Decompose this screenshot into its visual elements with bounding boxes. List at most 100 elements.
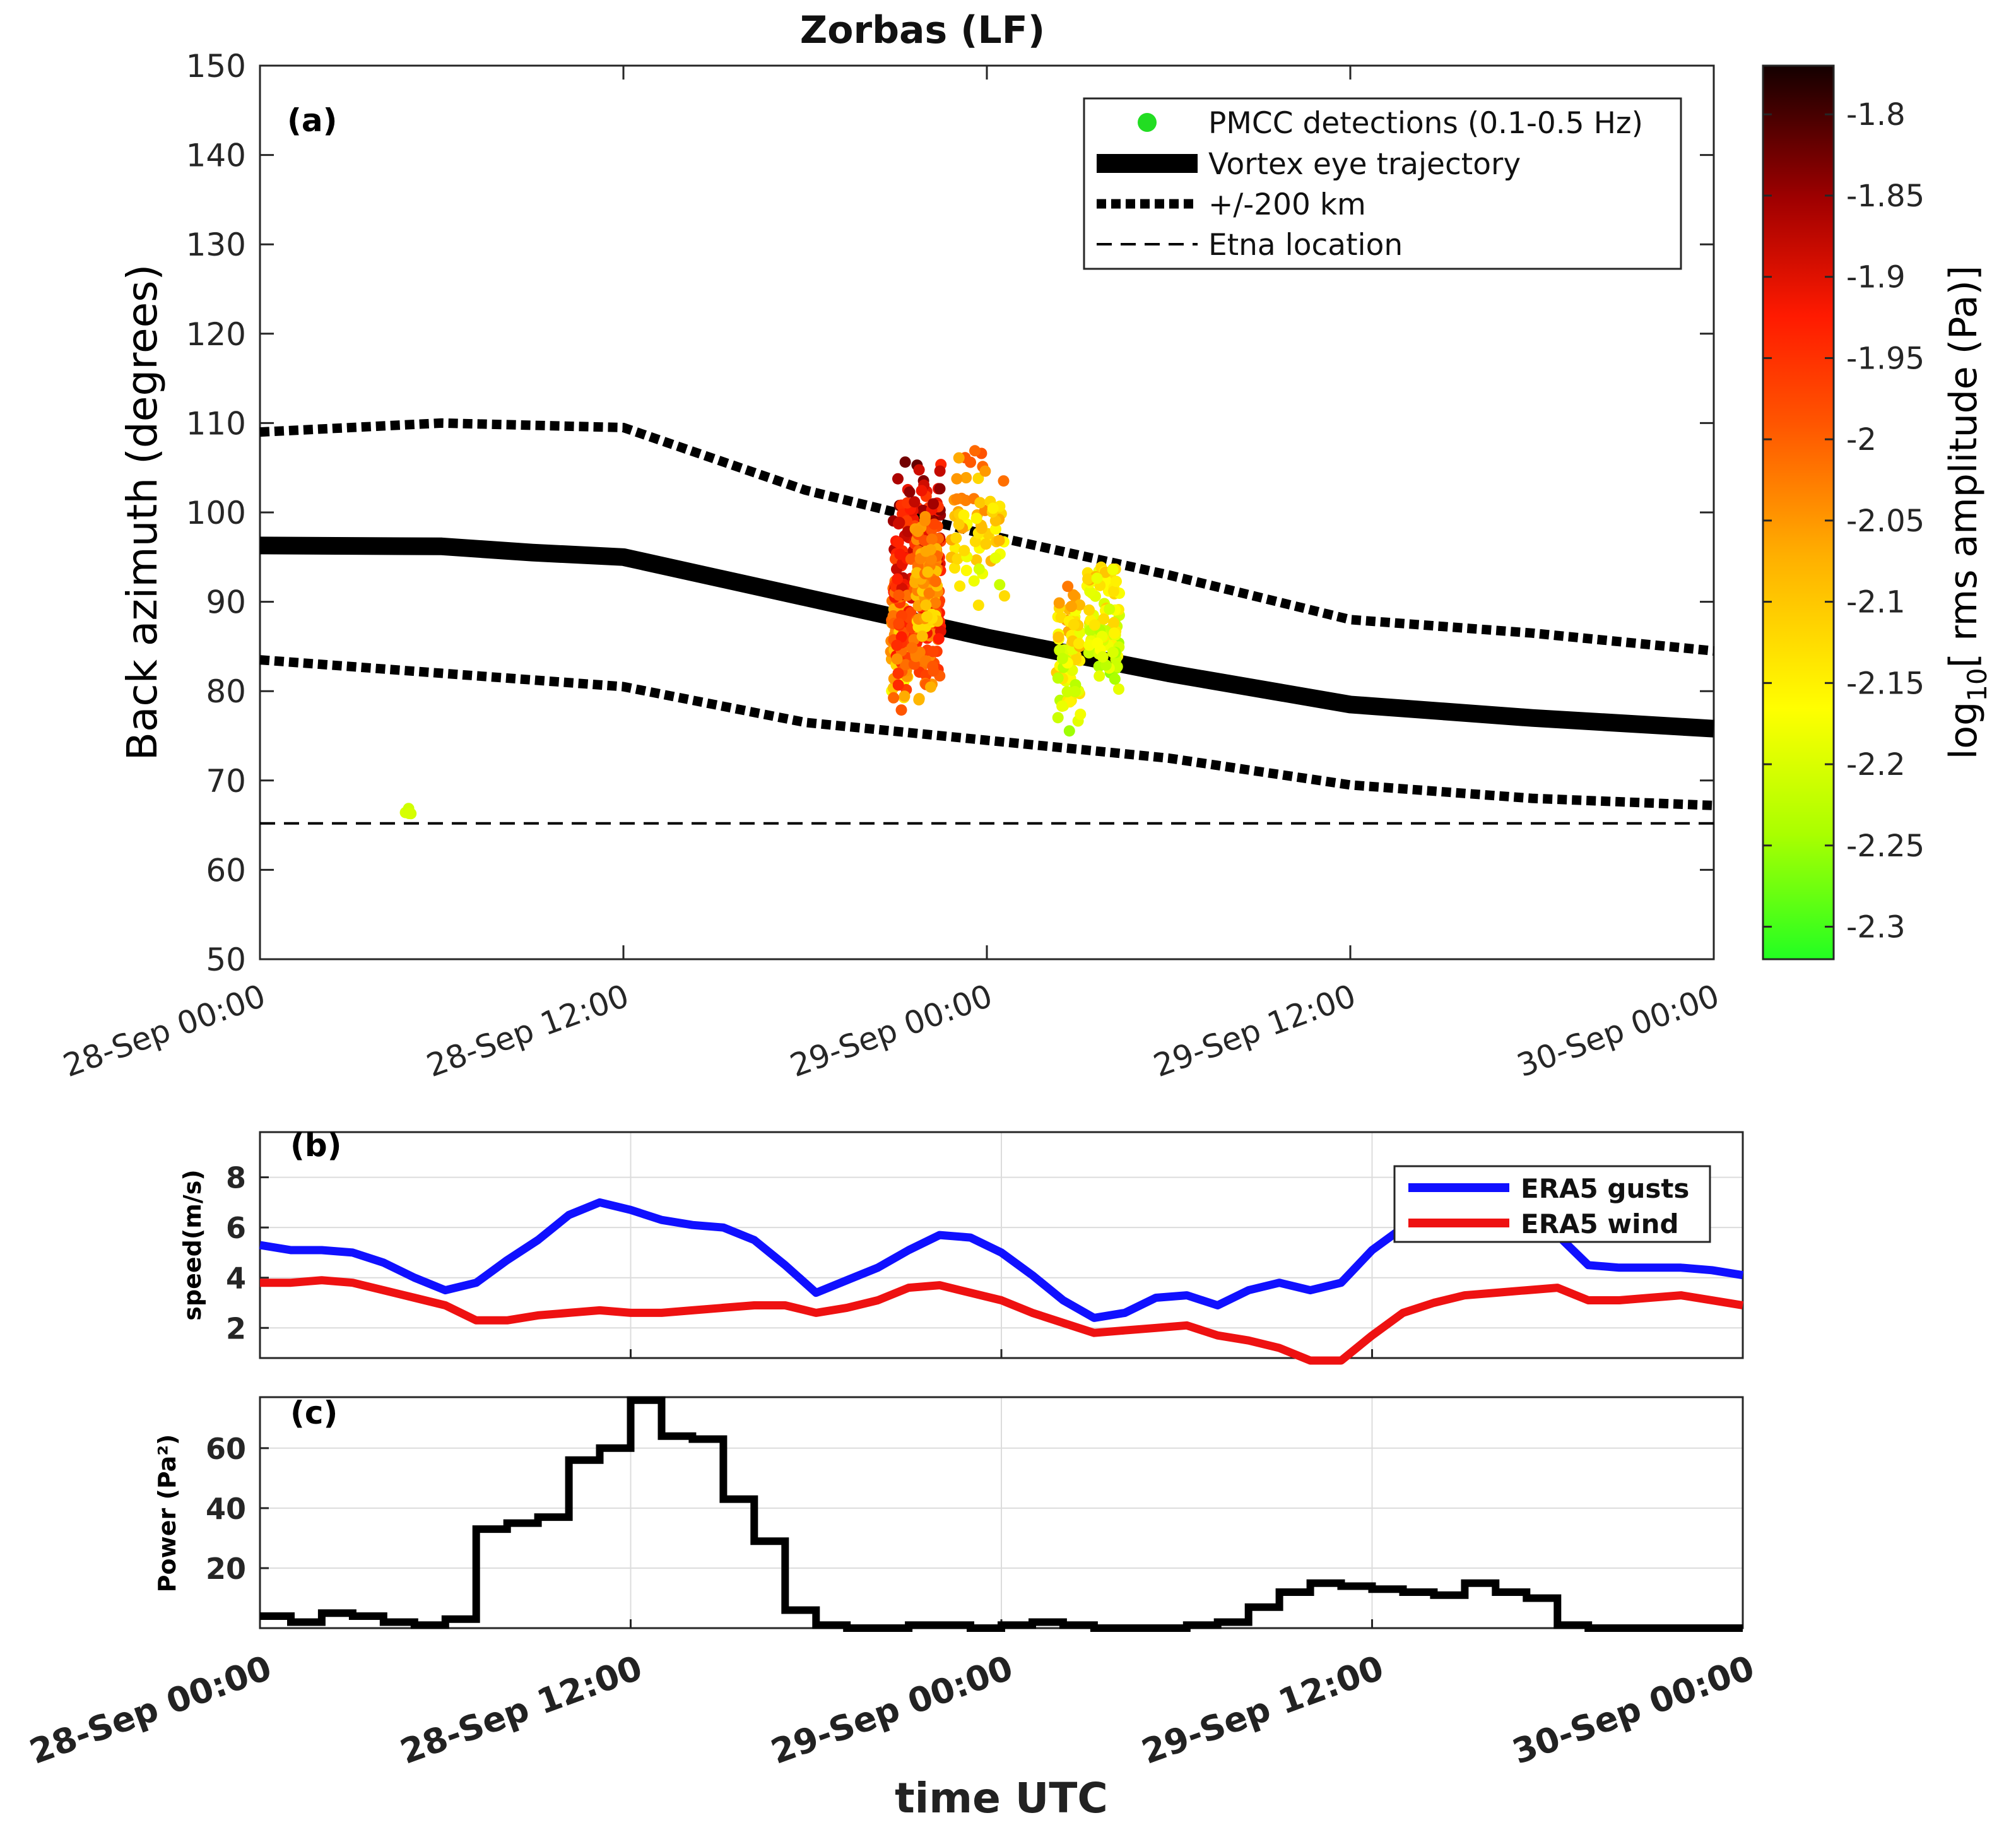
detection-point [979, 465, 991, 477]
panel-b-y-axis-label: speed(m/s) [179, 1169, 206, 1320]
detection-point [893, 517, 905, 528]
colorbar-tick-label: -2.15 [1846, 666, 1925, 701]
y-tick-label: 20 [206, 1552, 246, 1586]
panel-b-legend: ERA5 gusts ERA5 wind [1393, 1165, 1711, 1243]
colorbar-tick-label: -2 [1846, 422, 1877, 458]
x-tick-label: 28-Sep 00:00 [25, 1648, 277, 1772]
detection-point [1091, 572, 1103, 584]
detection-point [1052, 672, 1064, 684]
detection-point [1097, 651, 1109, 663]
panel-c-y-ticks: 20 40 60 [206, 1432, 269, 1586]
panel-b: 2 4 6 8 (b) speed(m/s) ERA5 gusts ERA5 wind [179, 1127, 1744, 1365]
detection-point [1107, 564, 1119, 576]
detection-point [952, 553, 964, 565]
x-tick-label: 29-Sep 12:00 [1136, 1648, 1389, 1772]
legend-label-detections: PMCC detections (0.1-0.5 Hz) [1208, 106, 1643, 141]
detection-point [973, 563, 985, 575]
detection-point [934, 465, 946, 477]
detection-point [970, 554, 982, 566]
legend-box [1083, 97, 1682, 270]
detection-point [1084, 586, 1096, 598]
panel-b-label: (b) [290, 1127, 342, 1164]
figure-title: Zorbas (LF) [800, 8, 1045, 52]
detection-point [1053, 597, 1065, 609]
colorbar-tick-label: -1.95 [1846, 341, 1925, 376]
detection-point [927, 646, 939, 658]
legend-label-etna: Etna location [1208, 228, 1403, 263]
detection-point [987, 502, 999, 514]
detection-point [969, 445, 981, 457]
panel-b-y-ticks: 2 4 6 8 [226, 1161, 269, 1345]
detection-point [994, 579, 1006, 591]
y-tick-label: 70 [206, 763, 246, 800]
detection-point [1068, 589, 1080, 601]
x-tick-label: 30-Sep 00:00 [1512, 978, 1724, 1084]
detection-point [888, 692, 900, 704]
y-tick-label: 120 [186, 316, 246, 353]
colorbar-tick-label: -2.05 [1846, 504, 1925, 539]
detection-point [892, 473, 904, 485]
detection-point [1062, 581, 1074, 593]
detection-point [403, 808, 415, 819]
detection-point [990, 523, 1001, 535]
x-tick-label: 30-Sep 00:00 [1507, 1648, 1760, 1772]
legend-label-wind: ERA5 wind [1521, 1208, 1679, 1239]
y-tick-label: 110 [186, 405, 246, 442]
detection-point [892, 668, 904, 680]
detection-point [951, 473, 963, 485]
detection-point [968, 575, 980, 587]
y-tick-label: 6 [226, 1211, 246, 1245]
detection-point [1056, 700, 1068, 712]
detection-point [1052, 712, 1064, 724]
detection-point [1113, 683, 1124, 695]
detection-point [1093, 670, 1105, 682]
detection-point [916, 630, 928, 642]
detection-point [912, 526, 924, 538]
detection-point [929, 576, 941, 588]
detection-point [1092, 637, 1104, 649]
panel-c-grid [259, 1397, 1743, 1628]
x-tick-label: 29-Sep 00:00 [766, 1648, 1018, 1772]
y-tick-label: 60 [206, 852, 246, 889]
colorbar-label-rest: [ rms amplitude (Pa)] [1942, 266, 1986, 668]
panel-a-y-ticks: 50 60 70 80 90 100 110 120 130 140 150 [186, 48, 1714, 978]
detection-point [900, 659, 912, 671]
panel-c: 20 40 60 28-Sep 00:00 28-Sep 12:00 29-Sep 00… [25, 1395, 1760, 1822]
x-tick-label: 29-Sep 00:00 [786, 978, 997, 1084]
detection-point [922, 566, 934, 578]
colorbar-label-sub: 10 [1962, 668, 1993, 701]
panel-a-legend: PMCC detections (0.1-0.5 Hz) Vortex eye … [1083, 97, 1682, 270]
detection-point [1108, 617, 1120, 629]
detection-point [895, 704, 907, 716]
detection-point [1111, 576, 1122, 588]
y-tick-label: 8 [226, 1161, 246, 1195]
detection-point [920, 599, 932, 611]
detection-point [989, 552, 1001, 564]
series-line-era5-wind [260, 1276, 1744, 1365]
detection-point [974, 497, 986, 509]
detection-point [899, 690, 911, 702]
detection-point [1073, 637, 1085, 649]
detection-point [891, 653, 903, 665]
detection-point [1104, 603, 1116, 615]
detection-point [892, 536, 904, 548]
detection-point [913, 464, 925, 476]
legend-label-gusts: ERA5 gusts [1521, 1173, 1689, 1204]
x-tick-label: 28-Sep 00:00 [59, 978, 270, 1084]
detection-point [1056, 653, 1068, 665]
panel-c-y-axis-label: Power (Pa²) [153, 1434, 181, 1593]
legend-label-trajectory: Vortex eye trajectory [1208, 147, 1521, 182]
detection-point [1063, 725, 1075, 737]
detection-point [998, 475, 1010, 487]
detection-point [972, 600, 984, 611]
colorbar-tick-label: -1.9 [1846, 260, 1906, 295]
detection-point [893, 589, 905, 601]
detection-point [895, 631, 907, 643]
colorbar-label-log: log [1942, 702, 1986, 759]
y-tick-label: 50 [206, 942, 246, 978]
y-tick-label: 4 [226, 1261, 246, 1296]
legend-marker-detections [1138, 113, 1157, 132]
detection-point [1052, 631, 1064, 643]
detection-point [958, 545, 970, 557]
